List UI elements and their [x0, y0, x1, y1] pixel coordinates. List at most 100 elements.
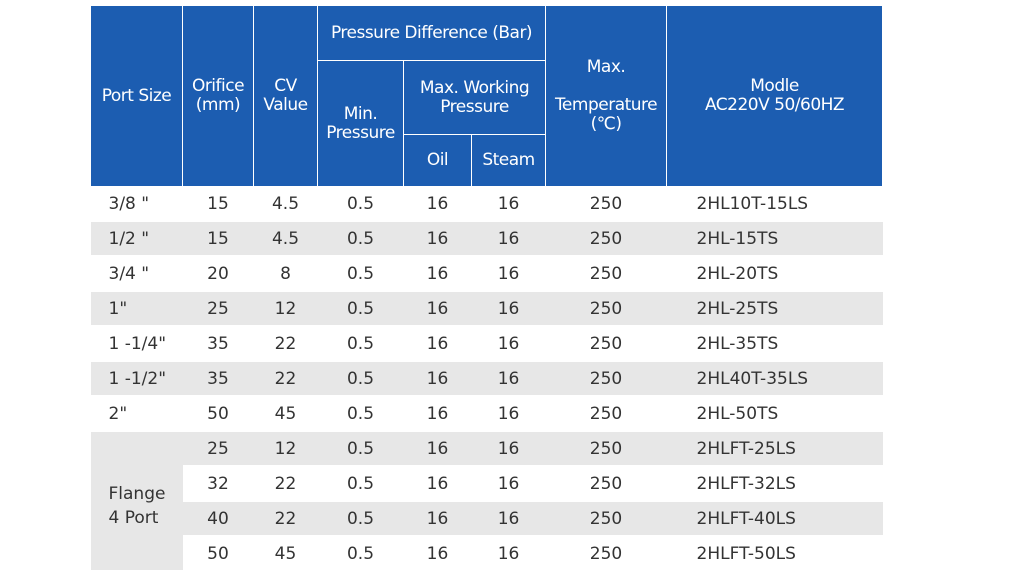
- orifice-cell: 40: [182, 501, 254, 537]
- temperature-cell: 250: [545, 256, 667, 292]
- max-working-pressure-header: Max. Working Pressure: [402, 60, 547, 135]
- temperature-cell: 250: [545, 431, 667, 467]
- table-row: 2" 50 45 0.5 16 16 250 2HL-50TS: [90, 396, 883, 432]
- min-pressure-cell: 0.5: [317, 431, 404, 467]
- table-row: 1 -1/4" 35 22 0.5 16 16 250 2HL-35TS: [90, 326, 883, 362]
- steam-cell: 16: [471, 221, 546, 257]
- oil-cell: 16: [403, 536, 472, 572]
- min-pressure-cell: 0.5: [317, 186, 404, 222]
- min-pressure-cell: 0.5: [317, 326, 404, 362]
- cv-cell: 22: [253, 466, 318, 502]
- orifice-cell: 32: [182, 466, 254, 502]
- port-size-cell: 3/4 ": [90, 256, 183, 292]
- table-row: 3/4 " 20 8 0.5 16 16 250 2HL-20TS: [90, 256, 883, 292]
- min-pressure-cell: 0.5: [317, 396, 404, 432]
- port-size-cell: 1 -1/2": [90, 361, 183, 397]
- port-size-cell: 1/2 ": [90, 221, 183, 257]
- pressure-difference-header: Pressure Difference (Bar): [316, 5, 547, 61]
- steam-cell: 16: [471, 326, 546, 362]
- cv-cell: 4.5: [253, 221, 318, 257]
- oil-cell: 16: [403, 431, 472, 467]
- model-cell: 2HL40T-35LS: [666, 361, 883, 397]
- min-pressure-cell: 0.5: [317, 256, 404, 292]
- port-size-header: Port Size: [90, 5, 183, 187]
- temperature-cell: 250: [545, 186, 667, 222]
- orifice-header: Orifice (mm): [182, 5, 254, 187]
- table-row: 1/2 " 15 4.5 0.5 16 16 250 2HL-15TS: [90, 221, 883, 257]
- table-row: 1" 25 12 0.5 16 16 250 2HL-25TS: [90, 291, 883, 327]
- cv-cell: 22: [253, 326, 318, 362]
- min-pressure-cell: 0.5: [317, 221, 404, 257]
- cv-value-header: CV Value: [253, 5, 318, 187]
- orifice-cell: 50: [182, 536, 254, 572]
- oil-cell: 16: [403, 256, 472, 292]
- steam-cell: 16: [471, 186, 546, 222]
- cv-cell: 12: [253, 431, 318, 467]
- model-cell: 2HLFT-40LS: [666, 501, 883, 537]
- table-row: 40 22 0.5 16 16 250 2HLFT-40LS: [91, 501, 883, 537]
- oil-cell: 16: [403, 326, 472, 362]
- orifice-cell: 35: [182, 326, 254, 362]
- min-pressure-cell: 0.5: [317, 466, 404, 502]
- table-row: 1 -1/2" 35 22 0.5 16 16 250 2HL40T-35LS: [90, 361, 883, 397]
- table-row: Flange 4 Port 25 12 0.5 16 16 250 2HLFT-2…: [90, 431, 883, 572]
- cv-cell: 8: [253, 256, 318, 292]
- port-size-cell: 1 -1/4": [90, 326, 183, 362]
- orifice-cell: 20: [182, 256, 254, 292]
- max-temperature-header: Max. Temperature (℃): [545, 5, 668, 187]
- model-cell: 2HLFT-25LS: [666, 431, 883, 467]
- orifice-cell: 15: [182, 221, 254, 257]
- min-pressure-cell: 0.5: [317, 501, 404, 537]
- table-body: 3/8 " 15 4.5 0.5 16 16 250 2HL10T-15LS 1…: [90, 186, 883, 572]
- oil-cell: 16: [403, 501, 472, 537]
- min-pressure-header: Min. Pressure: [317, 60, 404, 187]
- cv-cell: 22: [253, 361, 318, 397]
- temperature-cell: 250: [545, 221, 667, 257]
- temperature-cell: 250: [545, 536, 667, 572]
- temperature-cell: 250: [545, 466, 667, 502]
- steam-cell: 16: [471, 361, 546, 397]
- model-cell: 2HL-15TS: [666, 221, 883, 257]
- model-cell: 2HL-50TS: [666, 396, 883, 432]
- orifice-cell: 35: [182, 361, 254, 397]
- model-cell: 2HL-25TS: [666, 291, 883, 327]
- steam-cell: 16: [471, 501, 546, 537]
- orifice-cell: 25: [182, 291, 254, 327]
- oil-cell: 16: [403, 466, 472, 502]
- orifice-cell: 50: [182, 396, 254, 432]
- model-cell: 2HL-35TS: [666, 326, 883, 362]
- temperature-cell: 250: [545, 501, 667, 537]
- steam-cell: 16: [471, 396, 546, 432]
- steam-cell: 16: [471, 256, 546, 292]
- oil-cell: 16: [403, 186, 472, 222]
- model-cell: 2HLFT-32LS: [666, 466, 883, 502]
- model-cell: 2HL10T-15LS: [666, 186, 883, 222]
- min-pressure-cell: 0.5: [317, 291, 404, 327]
- steam-cell: 16: [471, 431, 546, 467]
- orifice-cell: 15: [182, 186, 254, 222]
- port-size-cell: 2": [90, 396, 183, 432]
- cv-cell: 22: [253, 501, 318, 537]
- modle-header: Modle AC220V 50/60HZ: [666, 5, 884, 187]
- cv-cell: 45: [253, 536, 318, 572]
- temperature-cell: 250: [545, 291, 667, 327]
- temperature-cell: 250: [545, 361, 667, 397]
- oil-header: Oil: [403, 134, 472, 187]
- table-row: 32 22 0.5 16 16 250 2HLFT-32LS: [91, 466, 883, 502]
- cv-cell: 45: [253, 396, 318, 432]
- steam-cell: 16: [471, 536, 546, 572]
- cv-cell: 12: [253, 291, 318, 327]
- steam-cell: 16: [471, 466, 546, 502]
- temperature-cell: 250: [545, 326, 667, 362]
- table-row: 50 45 0.5 16 16 250 2HLFT-50LS: [91, 536, 883, 572]
- steam-cell: 16: [471, 291, 546, 327]
- oil-cell: 16: [403, 221, 472, 257]
- cv-cell: 4.5: [253, 186, 318, 222]
- orifice-cell: 25: [182, 431, 254, 467]
- oil-cell: 16: [403, 361, 472, 397]
- oil-cell: 16: [403, 396, 472, 432]
- model-cell: 2HL-20TS: [666, 256, 883, 292]
- model-cell: 2HLFT-50LS: [666, 536, 883, 572]
- table-header: Port Size Orifice (mm) CV Value Pressure D…: [90, 5, 884, 187]
- temperature-cell: 250: [545, 396, 667, 432]
